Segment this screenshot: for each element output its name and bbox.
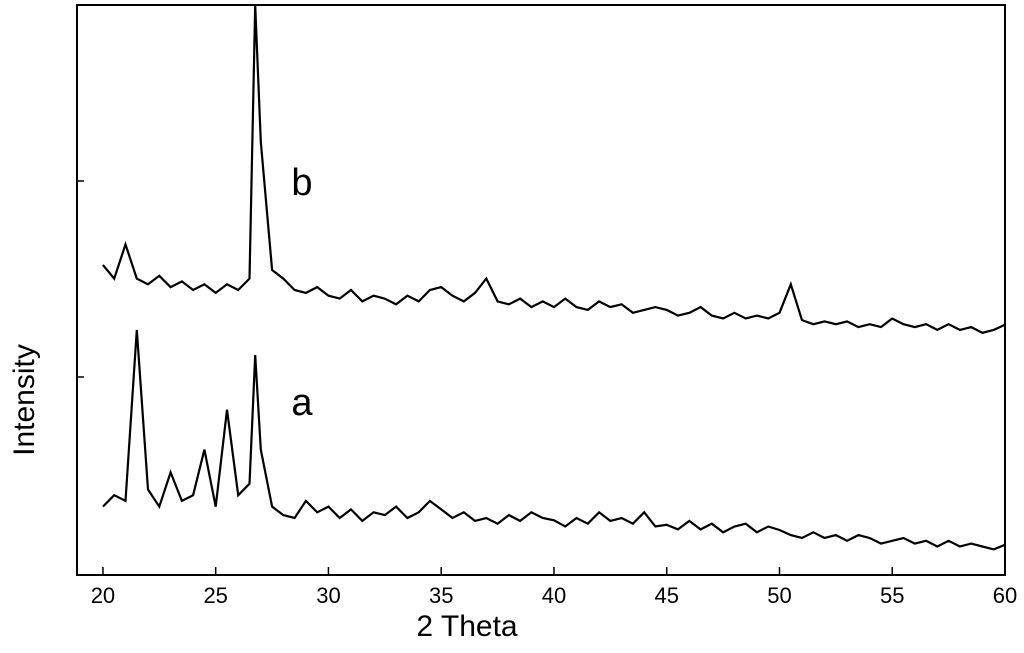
x-tick-label: 45 bbox=[654, 583, 678, 608]
series-line bbox=[102, 4, 1006, 334]
x-axis-title: 2 Theta bbox=[416, 610, 518, 643]
plot-frame bbox=[76, 4, 1006, 576]
x-tick-label: 30 bbox=[316, 583, 340, 608]
x-tick-label: 40 bbox=[542, 583, 566, 608]
x-tick-label: 35 bbox=[429, 583, 453, 608]
series-label: b bbox=[291, 162, 312, 204]
x-tick-label: 50 bbox=[767, 583, 791, 608]
x-tick-label: 60 bbox=[993, 583, 1017, 608]
y-axis-title: Intensity bbox=[8, 344, 41, 456]
series-label: a bbox=[291, 382, 313, 424]
x-tick-label: 20 bbox=[91, 583, 115, 608]
series-line bbox=[102, 329, 1006, 551]
x-tick-label: 25 bbox=[203, 583, 227, 608]
x-tick-label: 55 bbox=[880, 583, 904, 608]
